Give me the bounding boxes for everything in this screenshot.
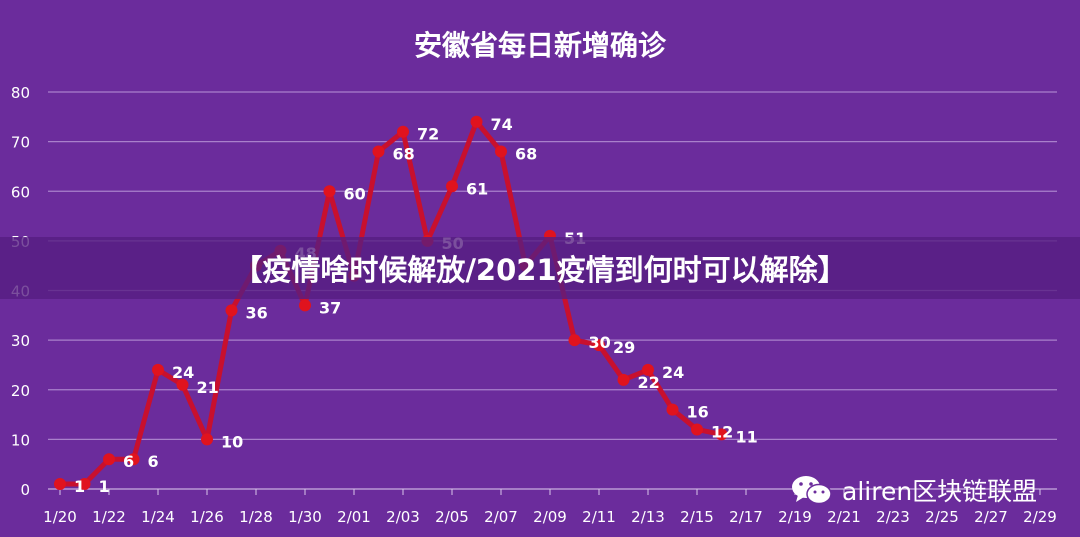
data-point bbox=[152, 363, 164, 376]
watermark: aliren区块链联盟 bbox=[790, 472, 1037, 508]
data-label: 1 bbox=[74, 477, 85, 496]
data-point bbox=[642, 363, 654, 376]
x-tick-label: 2/05 bbox=[435, 508, 469, 526]
headline-text: 【疫情啥时候解放/2021疫情到何时可以解除】 bbox=[233, 253, 847, 287]
data-point bbox=[78, 478, 91, 491]
x-tick-label: 2/23 bbox=[876, 508, 910, 526]
data-label: 6 bbox=[148, 452, 159, 471]
y-tick-label: 10 bbox=[11, 431, 30, 449]
wechat-icon bbox=[792, 476, 832, 505]
x-tick-label: 2/17 bbox=[729, 508, 763, 526]
data-label: 29 bbox=[613, 338, 635, 357]
data-label: 22 bbox=[638, 373, 660, 392]
data-point bbox=[176, 378, 189, 391]
chart-title: 安徽省每日新增确诊 bbox=[413, 29, 666, 62]
data-point bbox=[691, 423, 703, 436]
y-tick-label: 0 bbox=[20, 481, 30, 499]
watermark-text: aliren区块链联盟 bbox=[842, 477, 1038, 506]
x-tick-label: 2/11 bbox=[582, 508, 616, 526]
data-label: 74 bbox=[491, 115, 513, 134]
data-point bbox=[201, 433, 213, 446]
x-tick-label: 1/28 bbox=[239, 508, 273, 526]
x-tick-label: 2/13 bbox=[631, 508, 665, 526]
x-tick-label: 1/30 bbox=[288, 508, 322, 526]
x-tick-label: 1/20 bbox=[43, 508, 77, 526]
data-label: 21 bbox=[197, 378, 219, 397]
data-label: 16 bbox=[687, 403, 709, 422]
data-point bbox=[397, 125, 409, 138]
data-point bbox=[470, 115, 483, 128]
data-label: 12 bbox=[711, 422, 733, 441]
data-label: 30 bbox=[589, 333, 611, 352]
data-label: 11 bbox=[736, 427, 758, 446]
x-tick-label: 2/07 bbox=[484, 508, 518, 526]
x-tick-label: 1/26 bbox=[190, 508, 224, 526]
data-label: 24 bbox=[662, 363, 684, 382]
x-tick-label: 2/27 bbox=[974, 508, 1008, 526]
data-point bbox=[495, 145, 507, 158]
data-label: 72 bbox=[417, 125, 439, 144]
data-label: 36 bbox=[246, 303, 268, 322]
data-label: 60 bbox=[344, 184, 366, 203]
data-label: 37 bbox=[319, 298, 341, 317]
data-point bbox=[323, 185, 336, 198]
series-line bbox=[57, 119, 724, 487]
x-tick-label: 2/15 bbox=[680, 508, 714, 526]
x-tick-label: 2/09 bbox=[533, 508, 567, 526]
x-tick-label: 2/03 bbox=[386, 508, 420, 526]
y-tick-label: 70 bbox=[11, 134, 30, 152]
data-point bbox=[568, 334, 581, 347]
data-point bbox=[446, 180, 458, 193]
data-label: 10 bbox=[221, 432, 243, 451]
headline-banner: 【疫情啥时候解放/2021疫情到何时可以解除】 bbox=[0, 237, 1080, 299]
data-point bbox=[666, 403, 679, 416]
y-tick-label: 20 bbox=[11, 382, 30, 400]
x-tick-label: 1/22 bbox=[92, 508, 126, 526]
data-point bbox=[617, 373, 630, 386]
data-point bbox=[593, 339, 605, 352]
x-tick-label: 2/21 bbox=[827, 508, 861, 526]
data-label: 6 bbox=[123, 452, 134, 471]
x-tick-label: 2/19 bbox=[778, 508, 812, 526]
y-tick-label: 80 bbox=[11, 84, 30, 102]
data-label: 61 bbox=[466, 179, 488, 198]
data-point bbox=[299, 299, 311, 312]
data-label: 68 bbox=[393, 145, 415, 164]
y-tick-label: 30 bbox=[11, 332, 30, 350]
data-label: 68 bbox=[515, 145, 537, 164]
x-tick-label: 2/29 bbox=[1023, 508, 1057, 526]
data-point bbox=[54, 478, 66, 491]
data-point bbox=[225, 304, 238, 317]
data-point bbox=[372, 145, 385, 158]
data-point bbox=[127, 453, 140, 466]
y-tick-label: 60 bbox=[11, 183, 30, 201]
data-label: 1 bbox=[99, 477, 110, 496]
data-point bbox=[103, 453, 115, 466]
x-tick-label: 2/01 bbox=[337, 508, 371, 526]
x-tick-label: 2/25 bbox=[925, 508, 959, 526]
data-point bbox=[715, 428, 728, 441]
x-tick-label: 1/24 bbox=[141, 508, 175, 526]
data-label: 24 bbox=[172, 363, 194, 382]
